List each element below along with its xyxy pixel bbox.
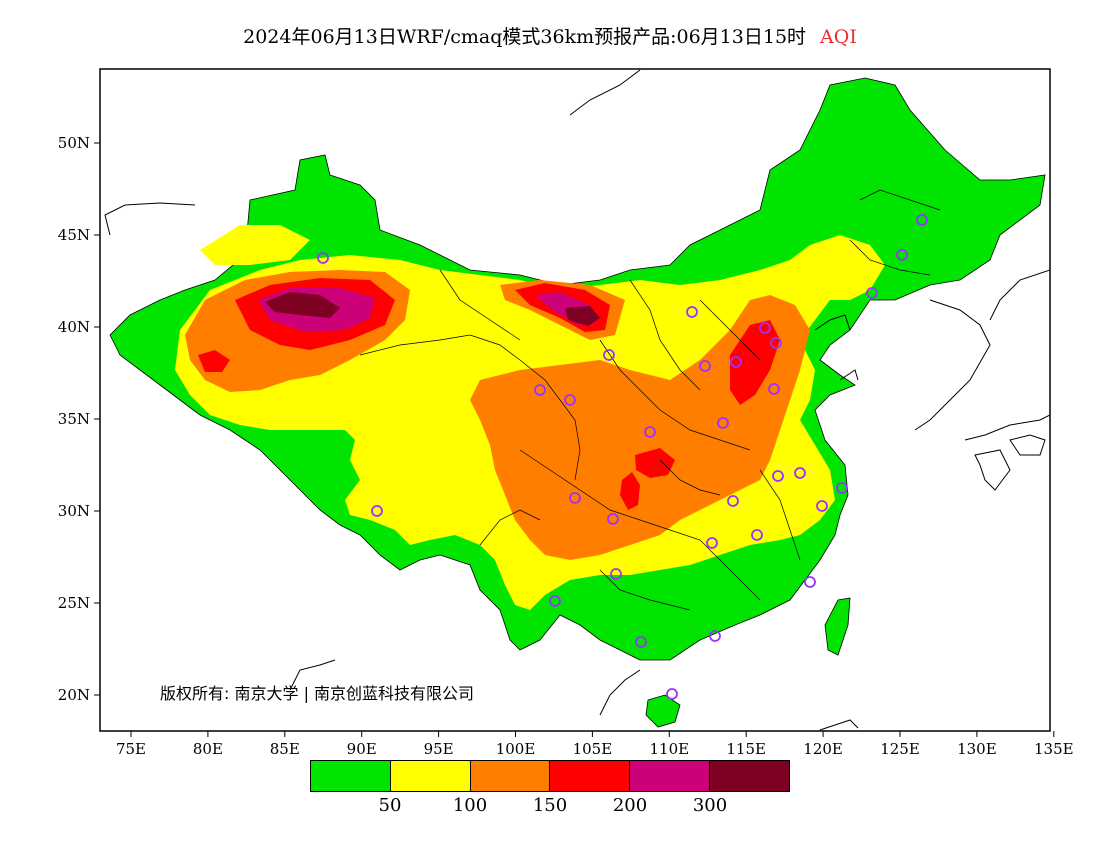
latitude-axis: 20N 25N 30N 35N 40N 45N 50N bbox=[58, 134, 100, 704]
circle-marker-icon bbox=[686, 306, 698, 318]
legend-swatch bbox=[311, 761, 391, 791]
aqi-zone-unhealthy-hubei bbox=[635, 448, 675, 478]
color-legend bbox=[310, 760, 790, 792]
circle-marker-icon bbox=[751, 529, 763, 541]
legend-label: 200 bbox=[612, 795, 648, 816]
circle-marker-icon bbox=[836, 482, 848, 494]
aqi-zone-unhealthy-hb bbox=[730, 320, 780, 405]
circle-marker-icon bbox=[644, 426, 656, 438]
circle-marker-icon bbox=[371, 505, 383, 517]
province-boundaries bbox=[359, 189, 941, 611]
circle-marker-icon bbox=[717, 417, 729, 429]
lon-tick-label: 95E bbox=[424, 740, 454, 758]
lon-tick-label: 90E bbox=[347, 740, 377, 758]
circle-marker-icon bbox=[666, 688, 678, 700]
circle-marker-icon bbox=[569, 492, 581, 504]
lon-tick-label: 75E bbox=[116, 740, 146, 758]
circle-marker-icon bbox=[564, 394, 576, 406]
lat-tick-label: 40N bbox=[58, 318, 90, 336]
legend-label: 100 bbox=[452, 795, 488, 816]
lat-tick-label: 25N bbox=[58, 594, 90, 612]
lat-tick-label: 30N bbox=[58, 502, 90, 520]
aqi-zone-hazardous-im bbox=[565, 306, 600, 326]
circle-marker-icon bbox=[727, 495, 739, 507]
map-frame bbox=[99, 68, 1051, 732]
circle-marker-icon bbox=[804, 576, 816, 588]
legend-swatch bbox=[470, 761, 551, 791]
lon-tick-label: 130E bbox=[957, 740, 997, 758]
lon-tick-label: 120E bbox=[803, 740, 843, 758]
lat-tick-label: 45N bbox=[58, 226, 90, 244]
circle-marker-icon bbox=[768, 383, 780, 395]
circle-marker-icon bbox=[317, 252, 329, 264]
circle-marker-icon bbox=[607, 513, 619, 525]
map-title: 2024年06月13日WRF/cmaq模式36km预报产品:06月13日15时 A… bbox=[0, 22, 1100, 49]
aqi-zone-unhealthy-xj2 bbox=[198, 350, 230, 372]
legend-swatch bbox=[550, 761, 631, 791]
lon-tick-label: 100E bbox=[496, 740, 536, 758]
lon-tick-label: 105E bbox=[573, 740, 613, 758]
lon-tick-label: 115E bbox=[726, 740, 766, 758]
legend-swatch bbox=[390, 761, 471, 791]
circle-marker-icon bbox=[549, 595, 561, 607]
lat-tick-label: 50N bbox=[58, 134, 90, 152]
station-markers bbox=[317, 214, 928, 700]
lon-tick-label: 110E bbox=[650, 740, 690, 758]
circle-marker-icon bbox=[706, 537, 718, 549]
circle-marker-icon bbox=[794, 467, 806, 479]
lat-tick-label: 35N bbox=[58, 410, 90, 428]
lon-tick-label: 85E bbox=[270, 740, 300, 758]
circle-marker-icon bbox=[916, 214, 928, 226]
circle-marker-icon bbox=[534, 384, 546, 396]
circle-marker-icon bbox=[770, 337, 782, 349]
legend-swatch bbox=[630, 761, 711, 791]
circle-marker-icon bbox=[603, 349, 615, 361]
circle-marker-icon bbox=[866, 287, 878, 299]
legend-label: 50 bbox=[378, 795, 402, 816]
island-taiwan bbox=[824, 597, 851, 656]
circle-marker-icon bbox=[610, 568, 622, 580]
lat-tick-label: 20N bbox=[58, 686, 90, 704]
map-content bbox=[104, 69, 1050, 731]
lon-tick-label: 135E bbox=[1034, 740, 1074, 758]
title-variable: AQI bbox=[820, 26, 857, 48]
circle-marker-icon bbox=[759, 322, 771, 334]
circle-marker-icon bbox=[896, 249, 908, 261]
aqi-zone-moderate-west bbox=[200, 225, 310, 265]
island-hainan bbox=[645, 694, 681, 728]
circle-marker-icon bbox=[816, 500, 828, 512]
lon-tick-label: 125E bbox=[880, 740, 920, 758]
circle-marker-icon bbox=[635, 636, 647, 648]
aqi-zone-unhealthy-sc bbox=[620, 472, 640, 510]
legend-label: 300 bbox=[692, 795, 728, 816]
title-text: 2024年06月13日WRF/cmaq模式36km预报产品:06月13日15时 bbox=[243, 26, 807, 48]
circle-marker-icon bbox=[709, 630, 721, 642]
legend-label: 150 bbox=[532, 795, 568, 816]
circle-marker-icon bbox=[730, 356, 742, 368]
coastlines bbox=[104, 69, 1050, 731]
longitude-axis: 75E 80E 85E 90E 95E 100E 105E 110E 115E 120E 125E 1… bbox=[116, 731, 1074, 758]
aqi-zone-usg-central bbox=[470, 295, 810, 560]
copyright-notice: 版权所有: 南京大学 | 南京创蓝科技有限公司 bbox=[160, 684, 475, 703]
circle-marker-icon bbox=[772, 470, 784, 482]
circle-marker-icon bbox=[699, 360, 711, 372]
lon-tick-label: 80E bbox=[193, 740, 223, 758]
aqi-zone-hazardous-xj bbox=[265, 292, 340, 318]
legend-swatch bbox=[710, 761, 789, 791]
